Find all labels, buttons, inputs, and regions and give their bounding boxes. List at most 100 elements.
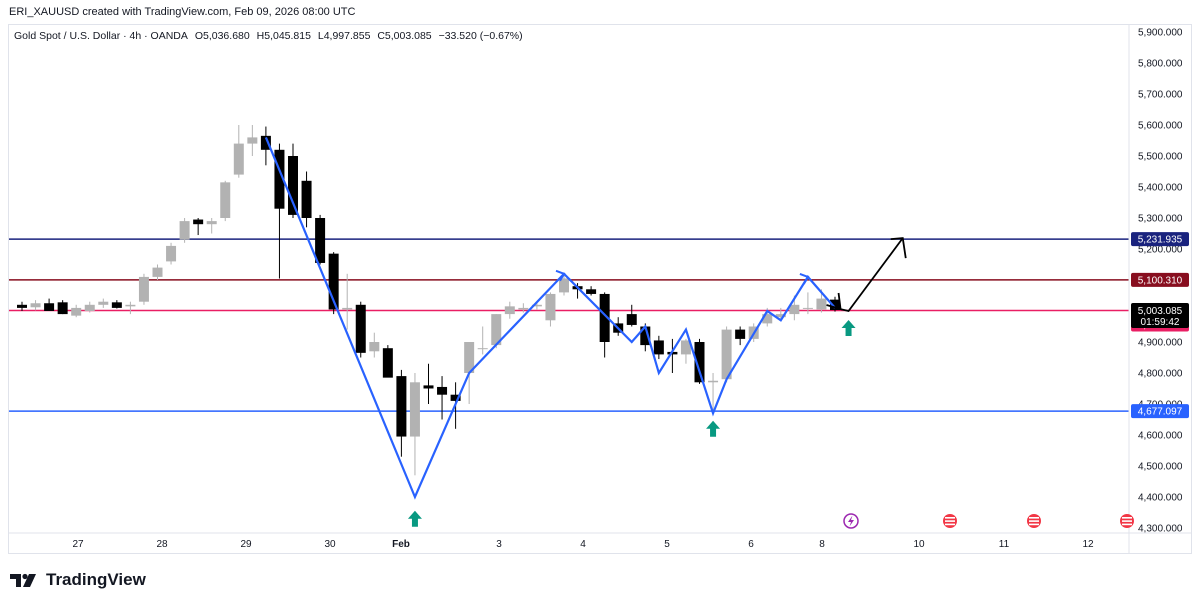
candle: [260, 126, 271, 166]
ohlc-legend: Gold Spot / U.S. Dollar · 4h · OANDA O5,…: [14, 30, 527, 42]
candle-body: [111, 302, 122, 308]
candle: [220, 180, 231, 222]
level-price-label-bg: [1131, 404, 1189, 419]
candle-body: [220, 182, 231, 218]
candle: [166, 242, 177, 265]
candle: [193, 218, 204, 236]
zigzag-pattern-line: [264, 136, 836, 500]
projection-path-line: [834, 237, 904, 313]
candle-body: [504, 306, 515, 315]
time-tick-label: 28: [156, 539, 168, 550]
candle-body: [518, 307, 529, 310]
candle: [735, 326, 746, 346]
price-tick-label: 4,900.000: [1138, 338, 1183, 349]
candle: [437, 376, 448, 420]
candle-body: [179, 221, 190, 240]
candle-body: [98, 301, 109, 305]
level-price-label-text: 5,100.310: [1138, 275, 1183, 286]
candle-body: [626, 314, 637, 325]
chart-frame[interactable]: [8, 24, 1192, 554]
time-tick-label: 8: [819, 539, 825, 550]
price-tick-label: 4,400.000: [1138, 493, 1183, 504]
candle-body: [735, 329, 746, 339]
up-arrow-icon: [841, 320, 856, 337]
candle: [369, 332, 380, 358]
candle: [328, 252, 339, 315]
time-tick-label: Feb: [392, 539, 410, 550]
candle: [111, 300, 122, 309]
candle: [57, 300, 68, 315]
price-tick-label: 4,600.000: [1138, 431, 1183, 442]
candle-body: [396, 376, 407, 437]
candle: [545, 292, 556, 327]
candle: [382, 345, 393, 378]
price-tick-label: 4,500.000: [1138, 462, 1183, 473]
last-price-bg: [1131, 303, 1189, 329]
candle: [17, 301, 27, 311]
time-tick-label: 11: [999, 539, 1010, 550]
time-tick-label: 27: [72, 539, 84, 550]
candle: [504, 301, 515, 319]
candle: [599, 292, 610, 358]
candle: [409, 373, 420, 476]
candle-body: [152, 267, 163, 277]
level-price-label-bg: [1131, 272, 1189, 287]
candle-body: [830, 299, 840, 311]
tradingview-brand[interactable]: TradingView: [10, 570, 146, 590]
level-price-label: 5,100.310: [1131, 272, 1189, 287]
zigzag-arrowhead: [799, 272, 810, 285]
candle-body: [491, 314, 502, 346]
time-tick-label: 10: [913, 539, 925, 550]
candle-body: [802, 307, 813, 309]
arrows-layer: [407, 320, 856, 527]
level-price-label: 5,231.935: [1131, 232, 1189, 247]
time-axis[interactable]: 27 28 29 30 Feb 3 4 5 6 8 10 11 12: [8, 532, 1192, 550]
up-arrow-icon: [407, 510, 422, 527]
candle-body: [708, 380, 719, 383]
legend-high: H5,045.815: [256, 30, 311, 42]
candle-body: [450, 394, 461, 401]
candle: [44, 298, 55, 311]
candle-body: [301, 180, 312, 218]
time-tick-label: 3: [496, 539, 502, 550]
up-arrow-icon: [706, 420, 721, 437]
candle: [233, 125, 244, 178]
candle-body: [57, 302, 68, 315]
level-price-label-text: 4,677.097: [1138, 407, 1183, 418]
candle-body: [342, 307, 353, 310]
time-tick-label: 4: [580, 539, 586, 550]
candle: [802, 292, 813, 315]
candle-body: [423, 385, 434, 389]
candle-body: [816, 298, 827, 310]
candle: [247, 125, 258, 156]
us-flag-event-icon[interactable]: [943, 514, 957, 528]
time-tick-label: 30: [324, 539, 336, 550]
price-tick-label: 5,200.000: [1138, 245, 1183, 256]
us-flag-event-icon[interactable]: [1120, 514, 1134, 528]
candle: [152, 264, 163, 280]
time-tick-label: 29: [240, 539, 252, 550]
candle-body: [369, 342, 380, 352]
candle-body: [274, 149, 285, 209]
candle-body: [464, 342, 475, 373]
candle-body: [545, 293, 556, 321]
lightning-event-icon[interactable]: [843, 513, 859, 529]
price-axis[interactable]: 5,900.000 5,800.000 5,700.000 5,600.000 5,50…: [1128, 24, 1183, 554]
price-tick-label: 5,400.000: [1138, 183, 1183, 194]
legend-open: O5,036.680: [194, 30, 250, 42]
candle-body: [247, 137, 258, 144]
candle-body: [138, 276, 149, 302]
price-tick-label: 4,800.000: [1138, 369, 1183, 380]
price-chart[interactable]: 5,900.000 5,800.000 5,700.000 5,600.000 5,50…: [0, 0, 1200, 560]
us-flag-event-icon[interactable]: [1027, 514, 1041, 528]
candle: [274, 143, 285, 279]
level-price-label-text: 5,231.935: [1138, 235, 1183, 246]
candle-body: [599, 293, 610, 342]
candle-body: [260, 135, 271, 150]
candle-body: [328, 253, 339, 310]
last-price-text: 5,003.085: [1138, 306, 1183, 317]
projection-mid-arrowhead: [826, 292, 842, 311]
candle: [301, 171, 312, 228]
candle-body: [166, 245, 177, 262]
legend-change: −33.520 (−0.67%): [438, 30, 523, 42]
